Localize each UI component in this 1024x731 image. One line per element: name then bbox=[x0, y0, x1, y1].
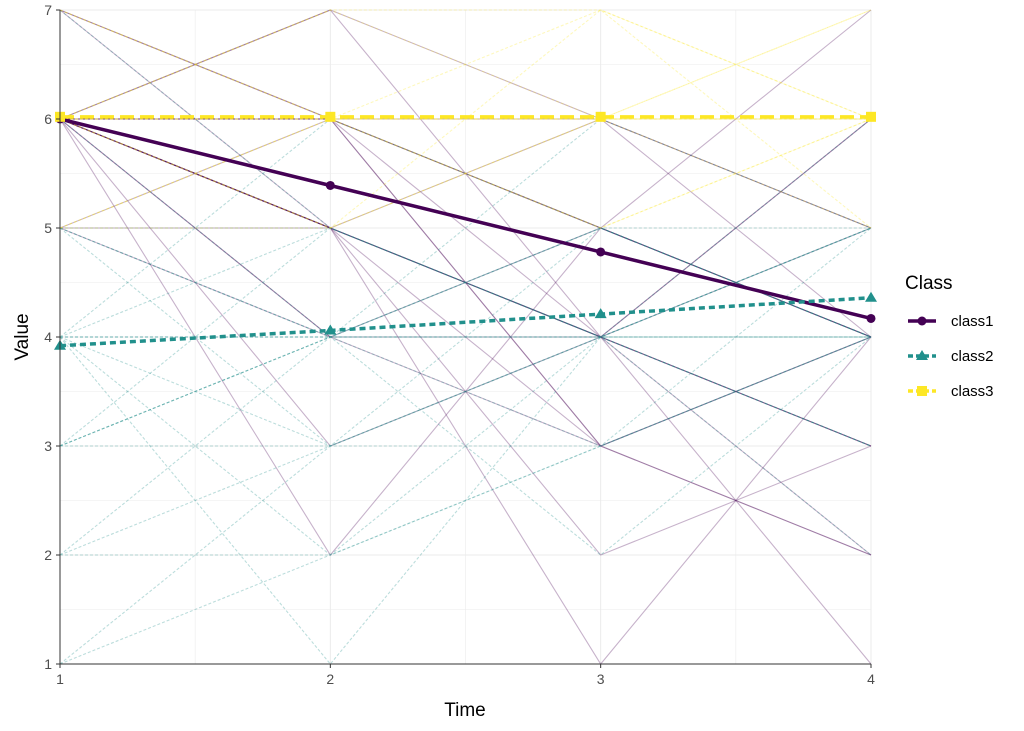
grid bbox=[59, 9, 872, 665]
mean-point-class2 bbox=[865, 291, 877, 302]
mean-point-class2 bbox=[594, 308, 607, 319]
y-tick-label: 1 bbox=[44, 656, 52, 672]
legend: Class class1 class2 class3 bbox=[905, 273, 994, 400]
x-axis-title: Time bbox=[444, 700, 486, 721]
y-ticks: 1 2 3 4 5 6 7 bbox=[44, 2, 60, 672]
x-ticks: 1 2 3 4 bbox=[56, 664, 875, 687]
trajectory-class1 bbox=[59, 118, 872, 447]
x-tick-label: 3 bbox=[597, 671, 605, 687]
legend-key-marker-class3 bbox=[917, 386, 927, 396]
y-tick-label: 4 bbox=[44, 329, 52, 345]
trajectory-class2 bbox=[59, 336, 872, 556]
trajectory-class1 bbox=[59, 9, 872, 556]
trajectory-class3 bbox=[60, 9, 872, 120]
trajectory-class1 bbox=[60, 118, 872, 229]
trajectory-class1 bbox=[59, 9, 872, 556]
x-tick-label: 2 bbox=[326, 671, 334, 687]
trajectory-class1 bbox=[59, 118, 872, 447]
trajectory-class1 bbox=[59, 118, 872, 447]
trajectory-class3 bbox=[59, 9, 872, 229]
trajectory-class2 bbox=[59, 118, 872, 447]
trajectory-class3 bbox=[59, 9, 871, 120]
mean-line-class2 bbox=[59, 296, 872, 348]
trajectory-class2 bbox=[59, 336, 872, 556]
trajectory-class1 bbox=[60, 118, 872, 447]
trajectory-class1 bbox=[59, 9, 872, 338]
trajectory-class1 bbox=[60, 9, 872, 229]
trajectory-class1 bbox=[59, 118, 872, 338]
legend-title: Class bbox=[905, 273, 953, 294]
mean-point-class1 bbox=[596, 247, 606, 257]
mean-point-class3 bbox=[595, 111, 606, 122]
y-tick-label: 6 bbox=[44, 111, 52, 127]
trajectory-class1 bbox=[59, 118, 872, 556]
class-mean-lines bbox=[54, 111, 877, 350]
x-tick-label: 1 bbox=[56, 671, 64, 687]
mean-point-class1 bbox=[325, 180, 335, 190]
trajectory-class1 bbox=[59, 227, 872, 338]
trajectory-class2 bbox=[59, 227, 872, 447]
mean-point-class1 bbox=[866, 313, 876, 323]
mean-line-class1 bbox=[59, 117, 872, 321]
y-axis-title: Value bbox=[12, 313, 33, 360]
trajectory-class1 bbox=[59, 9, 872, 338]
trajectory-class3 bbox=[59, 9, 872, 229]
trajectory-class2 bbox=[60, 227, 872, 556]
trajectory-class1 bbox=[59, 118, 872, 447]
trajectory-class3 bbox=[60, 118, 872, 229]
y-tick-label: 3 bbox=[44, 438, 52, 454]
trajectory-class2 bbox=[59, 336, 872, 556]
trajectory-class2 bbox=[59, 336, 872, 665]
mean-point-class3 bbox=[325, 111, 336, 122]
trajectory-class3 bbox=[59, 9, 872, 229]
y-tick-label: 2 bbox=[44, 547, 52, 563]
trajectory-class1 bbox=[59, 118, 872, 665]
trajectory-class2 bbox=[59, 227, 872, 447]
trajectory-class3 bbox=[59, 118, 872, 229]
x-tick-label: 4 bbox=[867, 671, 875, 687]
trajectory-class2 bbox=[59, 118, 872, 447]
legend-label-class1: class1 bbox=[951, 313, 994, 330]
y-tick-label: 5 bbox=[44, 220, 52, 236]
trajectory-class2 bbox=[59, 336, 872, 665]
trajectory-class2 bbox=[59, 227, 872, 447]
trajectory-class2 bbox=[59, 227, 872, 338]
legend-label-class3: class3 bbox=[951, 383, 994, 400]
trajectory-class1 bbox=[59, 118, 872, 556]
trajectory-class1 bbox=[59, 9, 872, 229]
y-tick-label: 7 bbox=[44, 2, 52, 18]
trajectory-class1 bbox=[60, 227, 872, 665]
mean-point-class2 bbox=[324, 324, 337, 335]
trajectory-class1 bbox=[60, 118, 872, 338]
legend-label-class2: class2 bbox=[951, 348, 994, 365]
legend-key-marker-class1 bbox=[917, 316, 927, 326]
trajectory-class3 bbox=[59, 9, 871, 120]
trajectory-class3 bbox=[59, 9, 872, 120]
trajectory-class2 bbox=[60, 227, 871, 338]
trajectory-class2 bbox=[59, 118, 872, 338]
trajectory-class2 bbox=[60, 336, 871, 447]
trajectory-class3 bbox=[60, 118, 871, 229]
legend-key-marker-class2 bbox=[916, 350, 928, 360]
trajectory-class3 bbox=[59, 9, 872, 229]
trajectory-class2 bbox=[59, 227, 872, 447]
individual-trajectories bbox=[59, 9, 872, 665]
mean-point-class3 bbox=[866, 111, 876, 122]
trajectory-class1 bbox=[59, 118, 872, 338]
trajectory-class1 bbox=[59, 118, 872, 447]
